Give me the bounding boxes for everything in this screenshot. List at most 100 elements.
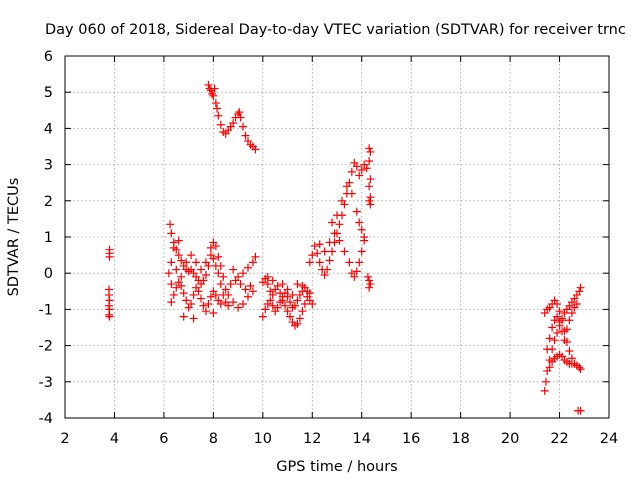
data-point	[576, 283, 585, 292]
data-point	[201, 271, 210, 280]
data-point	[360, 233, 369, 241]
data-point	[366, 280, 375, 289]
data-point	[545, 363, 554, 372]
data-point	[243, 263, 252, 272]
data-point	[214, 269, 223, 278]
data-point	[174, 236, 183, 245]
data-point	[366, 147, 375, 156]
data-point	[548, 323, 557, 332]
data-point	[241, 285, 250, 294]
data-point	[177, 256, 186, 265]
data-point	[201, 258, 210, 267]
x-tick-label: 2	[60, 431, 69, 447]
data-point	[206, 86, 215, 95]
data-point	[365, 276, 374, 285]
data-point	[293, 296, 302, 305]
data-point	[305, 258, 314, 267]
y-tick-labels: -4 -3 -2 -1 0 1 2 3 4 5 6	[39, 49, 53, 427]
data-point	[575, 287, 584, 296]
y-tick-label: -3	[39, 375, 53, 391]
y-tick-label: -2	[39, 339, 53, 355]
data-point	[182, 258, 191, 267]
data-point	[169, 290, 178, 299]
x-tick-label: 14	[353, 431, 371, 447]
data-point	[246, 281, 255, 290]
data-point	[553, 328, 562, 337]
data-point	[179, 289, 188, 298]
x-tick-label: 16	[402, 431, 420, 447]
data-point	[357, 247, 366, 256]
data-point	[330, 229, 339, 238]
data-point	[553, 299, 562, 308]
data-point	[209, 91, 218, 100]
data-point	[206, 292, 215, 301]
data-point	[320, 247, 329, 256]
data-point	[197, 294, 205, 303]
data-point	[565, 347, 574, 356]
data-point	[239, 269, 248, 278]
data-point	[197, 265, 205, 274]
data-point	[293, 280, 302, 289]
data-point	[366, 200, 375, 209]
data-point	[258, 312, 267, 321]
data-point	[172, 265, 181, 274]
data-point	[576, 365, 585, 374]
data-point	[567, 359, 576, 368]
data-point	[199, 276, 208, 285]
data-point	[266, 296, 275, 305]
data-point	[209, 309, 218, 318]
data-point	[219, 272, 228, 281]
data-point	[221, 285, 230, 294]
data-point	[179, 312, 188, 321]
data-point	[204, 299, 213, 308]
data-point	[543, 345, 552, 354]
data-point	[206, 243, 215, 252]
data-point	[177, 281, 186, 290]
data-point	[239, 299, 248, 308]
data-point	[283, 285, 292, 294]
data-point	[167, 298, 176, 307]
data-point	[562, 325, 571, 334]
x-tick-label: 24	[600, 431, 618, 447]
data-point	[575, 363, 584, 372]
data-point	[192, 258, 201, 267]
y-tick-label: 3	[44, 158, 53, 174]
x-tick-label: 10	[254, 431, 272, 447]
data-point	[576, 406, 585, 415]
data-point	[172, 283, 181, 292]
data-point	[229, 298, 238, 307]
data-point	[355, 218, 364, 227]
data-point	[239, 122, 248, 131]
data-point	[199, 301, 208, 310]
data-point	[293, 319, 302, 328]
data-point	[251, 145, 260, 154]
data-point	[540, 386, 549, 395]
data-point	[323, 265, 332, 274]
x-tick-label: 18	[451, 431, 469, 447]
data-point	[313, 249, 322, 258]
data-point	[243, 292, 252, 301]
data-point	[340, 247, 349, 256]
data-point	[352, 162, 361, 171]
y-tick-label: 6	[44, 49, 53, 65]
data-point	[553, 312, 562, 321]
data-point	[350, 272, 359, 281]
data-point	[216, 280, 225, 289]
data-point	[333, 211, 341, 220]
data-point	[550, 336, 559, 345]
data-point	[268, 290, 277, 299]
plot-frame	[64, 55, 610, 419]
x-tick-label: 22	[550, 431, 568, 447]
data-point	[216, 261, 225, 270]
data-point	[308, 299, 317, 308]
data-point	[565, 316, 574, 325]
data-point	[174, 251, 183, 260]
data-point	[342, 182, 351, 191]
data-point	[308, 251, 317, 260]
data-point	[167, 229, 176, 238]
data-point	[105, 312, 114, 321]
data-point	[211, 99, 220, 108]
data-point	[182, 296, 191, 305]
data-point	[295, 314, 304, 323]
